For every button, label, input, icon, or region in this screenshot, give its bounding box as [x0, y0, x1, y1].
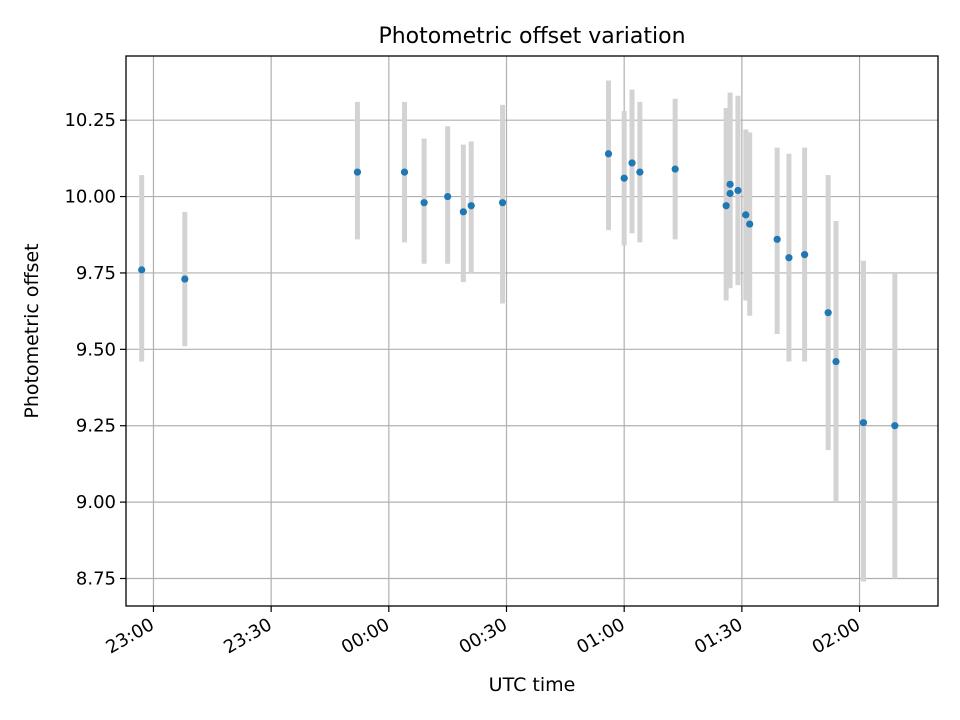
data-point	[671, 165, 679, 173]
data-point	[824, 309, 832, 317]
data-point	[773, 235, 781, 243]
data-point	[891, 422, 899, 430]
data-point	[444, 192, 452, 201]
data-point	[734, 186, 742, 195]
y-tick-label: 9.50	[76, 339, 116, 360]
plot-frame	[125, 55, 939, 607]
y-tick-label: 9.25	[76, 416, 116, 437]
data-point	[459, 208, 467, 216]
y-tick-label: 9.00	[76, 492, 116, 513]
y-tick-label: 9.75	[76, 263, 116, 284]
data-point	[859, 419, 868, 427]
data-point	[722, 202, 730, 210]
data-point	[726, 180, 734, 188]
data-point	[620, 174, 628, 182]
data-point	[138, 266, 146, 274]
y-tick-label: 10.25	[64, 110, 116, 131]
data-point	[636, 168, 644, 176]
data-point	[801, 251, 809, 259]
data-point	[467, 202, 475, 210]
y-tick-label: 10.00	[64, 187, 116, 208]
data-points	[138, 150, 899, 430]
y-axis-label: Photometric offset	[21, 243, 43, 418]
data-point	[400, 168, 409, 176]
data-point	[498, 199, 507, 207]
data-point	[746, 220, 754, 228]
chart-title: Photometric offset variation	[378, 24, 685, 49]
x-axis-label: UTC time	[489, 674, 576, 696]
y-tick-label: 8.75	[76, 569, 116, 590]
data-point	[628, 159, 636, 167]
data-point	[604, 150, 613, 158]
data-point	[726, 189, 734, 198]
data-point	[832, 357, 840, 366]
data-point	[181, 275, 189, 283]
data-point	[420, 199, 428, 207]
data-point	[353, 168, 362, 176]
y-axis: 8.75 9.00 9.25 9.50 9.75 10.00 10.25	[64, 110, 126, 590]
data-point	[785, 254, 793, 262]
data-point	[742, 211, 750, 219]
